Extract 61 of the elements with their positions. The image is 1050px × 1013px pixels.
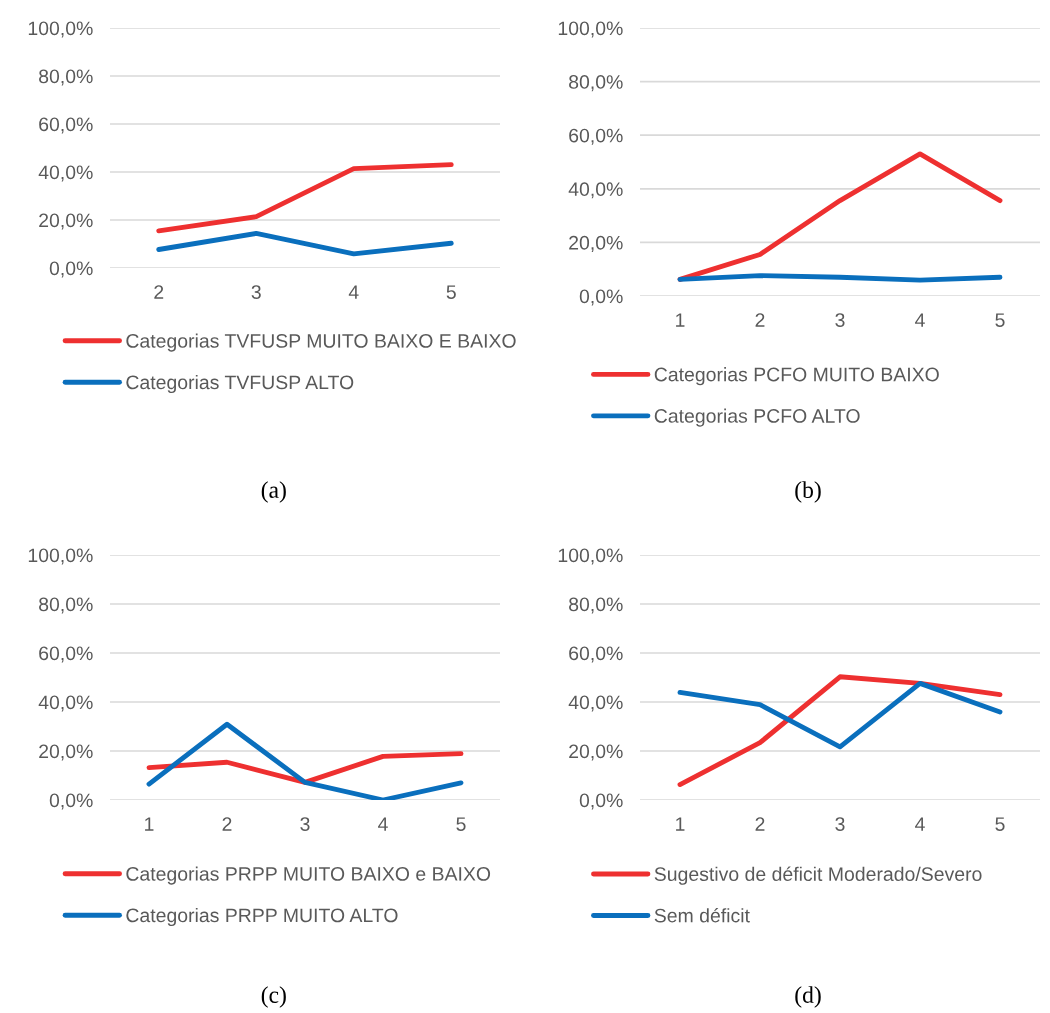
y-tick-label: 0,0%: [49, 261, 93, 278]
x-tick-label: 1: [145, 817, 154, 831]
x-tick-label: 5: [995, 817, 1005, 831]
x-tick-label: 1: [676, 817, 685, 831]
y-tick-label: 20,0%: [39, 744, 93, 761]
y-tick-label: 40,0%: [568, 695, 623, 712]
legend-label: Sem déficit: [654, 907, 750, 923]
legend-label: Sugestivo de déficit Moderado/Severo: [654, 866, 982, 885]
legend-label: Categorias TVFUSP ALTO: [126, 374, 354, 394]
line-series: [146, 751, 464, 785]
x-tick-label: 1: [676, 313, 685, 327]
legend-label: Categorias TVFUSP MUITO BAIXO E BAIXO: [126, 333, 516, 352]
y-tick-label: 100,0%: [558, 21, 623, 38]
y-tick-label: 100,0%: [558, 548, 623, 565]
text: (b): [795, 481, 821, 503]
x-tick-label: 2: [222, 817, 232, 831]
y-tick-label: 40,0%: [38, 695, 93, 712]
y-tick-label: 40,0%: [568, 182, 623, 199]
x-tick-label: 2: [755, 313, 765, 327]
legend-label: Categorias PCFO ALTO: [654, 408, 860, 427]
line-series: [677, 674, 1003, 787]
y-tick-label: 80,0%: [569, 597, 623, 614]
y-tick-label: 20,0%: [569, 235, 623, 252]
y-tick-label: 100,0%: [28, 21, 93, 38]
x-tick-label: 4: [348, 285, 359, 299]
y-tick-label: 60,0%: [569, 128, 623, 145]
legend-label: Categorias PRPP MUITO ALTO: [126, 907, 398, 927]
legend-label: Categorias PCFO MUITO BAIXO: [654, 367, 939, 386]
y-tick-label: 80,0%: [39, 597, 93, 614]
y-tick-label: 60,0%: [39, 117, 93, 134]
text: (d): [795, 986, 821, 1008]
y-tick-label: 20,0%: [569, 744, 623, 761]
line-series: [156, 231, 454, 257]
x-tick-label: 3: [251, 285, 261, 299]
y-tick-label: 0,0%: [49, 793, 93, 810]
x-tick-label: 5: [456, 817, 466, 831]
line-series: [146, 721, 464, 800]
y-tick-label: 0,0%: [579, 289, 623, 306]
y-tick-label: 40,0%: [38, 165, 93, 182]
x-tick-label: 2: [154, 285, 164, 299]
y-tick-label: 60,0%: [39, 646, 93, 663]
y-tick-label: 100,0%: [28, 548, 93, 565]
line-series: [156, 162, 454, 234]
text: (c): [261, 986, 286, 1008]
legend-label: Categorias PRPP MUITO BAIXO e BAIXO: [126, 866, 491, 885]
x-tick-label: 5: [995, 313, 1005, 327]
x-tick-label: 3: [300, 817, 310, 831]
y-tick-label: 80,0%: [39, 69, 93, 86]
x-tick-label: 2: [755, 817, 765, 831]
x-tick-label: 5: [446, 285, 456, 299]
y-tick-label: 20,0%: [39, 213, 93, 230]
x-tick-label: 4: [378, 817, 388, 831]
x-tick-label: 4: [915, 817, 925, 831]
line-series: [677, 680, 1003, 750]
x-tick-label: 3: [835, 817, 845, 831]
x-tick-label: 4: [915, 313, 925, 327]
y-tick-label: 0,0%: [579, 793, 623, 810]
x-tick-label: 3: [835, 313, 845, 327]
y-tick-label: 80,0%: [569, 75, 623, 92]
text: (a): [261, 481, 286, 503]
y-tick-label: 60,0%: [569, 646, 623, 663]
